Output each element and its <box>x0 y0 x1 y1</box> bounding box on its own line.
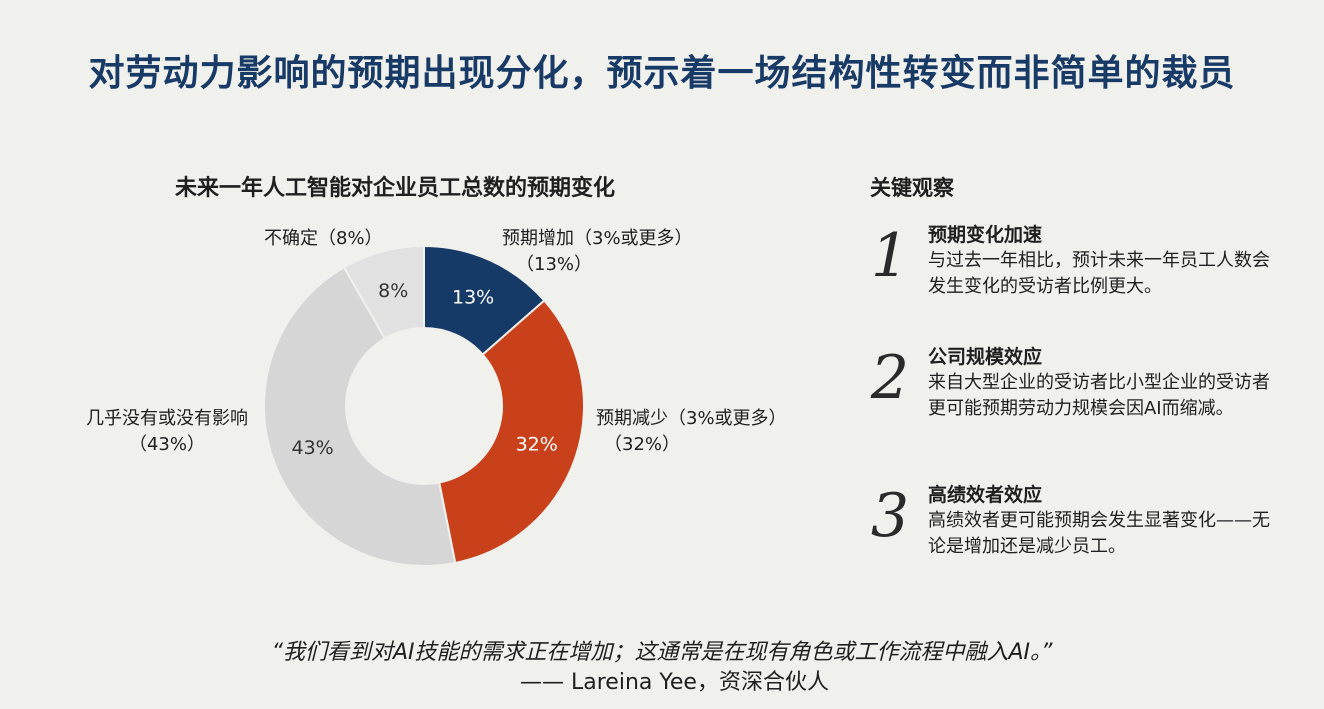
observation-text: 与过去一年相比，预计未来一年员工人数会发生变化的受访者比例更大。 <box>928 250 1270 297</box>
observation-text: 高绩效者更可能预期会发生显著变化——无论是增加还是减少员工。 <box>928 510 1270 557</box>
slice-label-decrease-line1: 预期减少（3%或更多） <box>596 408 787 429</box>
slice-label-increase: 预期增加（3%或更多） （13%） <box>502 226 693 278</box>
observation-number: 1 <box>870 221 910 291</box>
chart-title: 未来一年人工智能对企业员工总数的预期变化 <box>175 176 616 201</box>
slice-label-no-change: 几乎没有或没有影响 （43%） <box>72 406 262 458</box>
slice-label-decrease: 预期减少（3%或更多） （32%） <box>596 406 787 458</box>
observations-heading: 关键观察 <box>870 176 954 200</box>
observation-text: 来自大型企业的受访者比小型企业的受访者更可能预期劳动力规模会因AI而缩减。 <box>928 372 1270 419</box>
observation-title: 高绩效者效应 <box>928 484 1043 506</box>
slice-label-no-change-line2: （43%） <box>128 434 205 455</box>
donut-value-label-uncertain: 8% <box>378 280 408 302</box>
observation-number: 3 <box>870 481 910 551</box>
slice-label-increase-line2: （13%） <box>516 254 593 275</box>
donut-value-label-no_change: 43% <box>292 437 334 459</box>
observation-title: 预期变化加速 <box>928 224 1043 246</box>
observation-number: 2 <box>870 343 910 413</box>
slice-label-uncertain: 不确定（8%） <box>264 226 383 252</box>
slice-label-increase-line1: 预期增加（3%或更多） <box>502 228 693 249</box>
donut-slice-decrease <box>438 299 585 565</box>
donut-slice-uncertain <box>342 244 425 340</box>
slice-label-decrease-line2: （32%） <box>604 434 681 455</box>
slice-label-no-change-line1: 几乎没有或没有影响 <box>86 408 248 429</box>
quote-attribution: —— Lareina Yee，资深合伙人 <box>520 670 829 695</box>
donut-value-label-decrease: 32% <box>516 433 558 455</box>
page-title: 对劳动力影响的预期出现分化，预示着一场结构性转变而非简单的裁员 <box>88 53 1236 94</box>
slice-label-uncertain-line1: 不确定（8%） <box>264 228 383 249</box>
quote-text: “我们看到对AI技能的需求正在增加；这通常是在现有角色或工作流程中融入AI。” <box>271 640 1053 665</box>
observation-title: 公司规模效应 <box>928 346 1043 368</box>
donut-slice-no_change <box>263 266 457 567</box>
donut-value-label-increase: 13% <box>452 287 494 309</box>
